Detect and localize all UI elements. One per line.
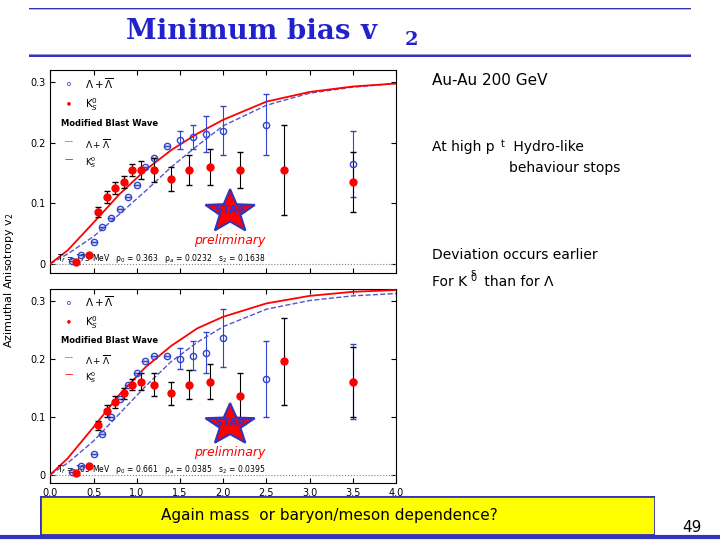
Text: Modified Blast Wave: Modified Blast Wave bbox=[60, 335, 158, 345]
Text: STAR: STAR bbox=[214, 205, 246, 215]
Text: $\circ$: $\circ$ bbox=[64, 76, 72, 89]
Text: —: — bbox=[64, 156, 73, 164]
Text: Azimuthal Anisotropy v$_2$: Azimuthal Anisotropy v$_2$ bbox=[1, 213, 16, 348]
Text: $\Lambda + \overline{\Lambda}$: $\Lambda + \overline{\Lambda}$ bbox=[85, 295, 114, 309]
FancyBboxPatch shape bbox=[6, 8, 714, 56]
Text: Minimum bias: Minimum bias bbox=[126, 18, 360, 45]
Text: preliminary: preliminary bbox=[194, 446, 266, 458]
Text: s: s bbox=[470, 267, 475, 278]
Text: v: v bbox=[360, 18, 376, 45]
Text: K$^0_S$: K$^0_S$ bbox=[85, 156, 96, 170]
Text: T$_f$ = 105 MeV   ρ$_0$ = 0.661   ρ$_a$ = 0.0385   s$_2$ = 0.0395: T$_f$ = 105 MeV ρ$_0$ = 0.661 ρ$_a$ = 0.… bbox=[58, 463, 266, 476]
PathPatch shape bbox=[205, 403, 255, 443]
Text: than for Λ: than for Λ bbox=[480, 275, 553, 289]
Text: 0: 0 bbox=[470, 273, 477, 283]
Text: —: — bbox=[64, 370, 73, 380]
Text: ---: --- bbox=[64, 137, 73, 146]
Text: preliminary: preliminary bbox=[194, 234, 266, 247]
Text: K$^0_S$: K$^0_S$ bbox=[85, 97, 98, 113]
Text: At high p: At high p bbox=[432, 140, 495, 154]
FancyBboxPatch shape bbox=[40, 496, 655, 535]
Text: 49: 49 bbox=[683, 519, 702, 535]
PathPatch shape bbox=[205, 189, 255, 231]
Text: $\Lambda + \overline{\Lambda}$: $\Lambda + \overline{\Lambda}$ bbox=[85, 76, 114, 91]
Text: $\Lambda + \overline{\Lambda}$: $\Lambda + \overline{\Lambda}$ bbox=[85, 353, 110, 367]
X-axis label: p$_t$ (GeV/c): p$_t$ (GeV/c) bbox=[195, 501, 251, 515]
Text: $\circ$: $\circ$ bbox=[64, 295, 72, 308]
Text: For K: For K bbox=[432, 275, 467, 289]
Text: K$^0_S$: K$^0_S$ bbox=[85, 314, 98, 331]
Text: T$_f$ = 173 MeV   ρ$_0$ = 0.363   ρ$_a$ = 0.0232   s$_2$ = 0.1638: T$_f$ = 173 MeV ρ$_0$ = 0.363 ρ$_a$ = 0.… bbox=[58, 252, 266, 265]
Text: Again mass  or baryon/meson dependence?: Again mass or baryon/meson dependence? bbox=[161, 508, 498, 523]
Text: Deviation occurs earlier: Deviation occurs earlier bbox=[432, 248, 598, 262]
Text: Modified Blast Wave: Modified Blast Wave bbox=[60, 119, 158, 128]
Text: $\bullet$: $\bullet$ bbox=[64, 314, 72, 327]
Text: STAR: STAR bbox=[214, 418, 246, 428]
Text: t: t bbox=[501, 139, 505, 150]
Text: Hydro-like
behaviour stops: Hydro-like behaviour stops bbox=[509, 140, 621, 175]
Text: Au-Au 200 GeV: Au-Au 200 GeV bbox=[432, 73, 547, 88]
Text: $\bullet$: $\bullet$ bbox=[64, 97, 72, 110]
Text: ---: --- bbox=[64, 353, 73, 362]
Text: 2: 2 bbox=[405, 31, 418, 49]
Text: $\Lambda + \overline{\Lambda}$: $\Lambda + \overline{\Lambda}$ bbox=[85, 137, 110, 151]
Text: K$^0_S$: K$^0_S$ bbox=[85, 370, 96, 386]
